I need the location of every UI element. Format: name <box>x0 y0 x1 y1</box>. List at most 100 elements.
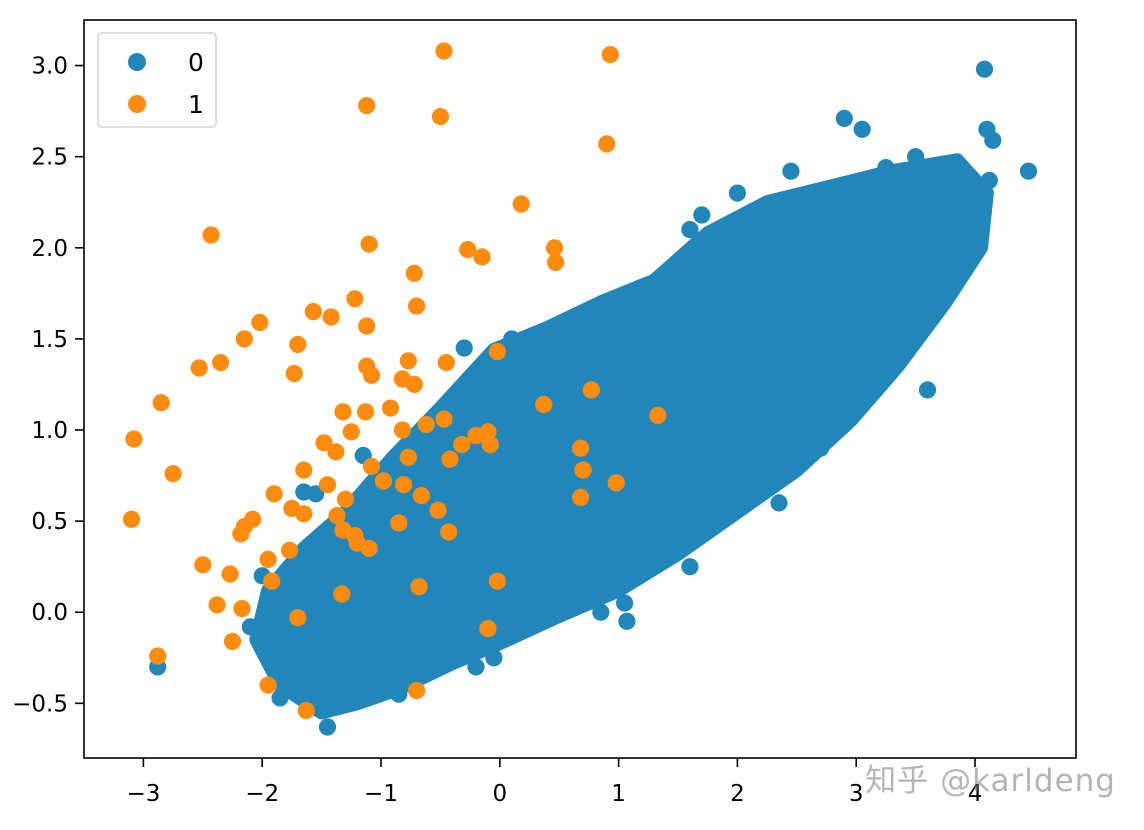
series-1-point <box>327 443 345 461</box>
series-1-point <box>223 632 242 651</box>
series-1-point <box>251 313 269 332</box>
series-1-point <box>346 290 364 308</box>
y-tick-label: −0.5 <box>12 691 68 717</box>
series-1-point <box>336 490 354 508</box>
series-0-dense-cloud <box>249 153 994 720</box>
plot-frame <box>83 19 1077 759</box>
series-0-point <box>592 603 610 621</box>
series-1-point <box>431 108 449 126</box>
series-0-point <box>918 381 937 399</box>
legend-label-0: 0 <box>188 48 204 77</box>
series-1-point <box>572 488 590 506</box>
series-0-point <box>978 120 996 138</box>
series-1-point <box>435 42 453 60</box>
series-0-density-region <box>249 153 994 720</box>
series-0-point <box>693 206 711 224</box>
series-0-point <box>419 658 438 676</box>
series-1-point <box>459 241 477 259</box>
series-1-point <box>547 253 565 271</box>
series-1-point <box>333 585 351 603</box>
legend-marker-0 <box>128 53 146 71</box>
series-0-point <box>610 303 628 321</box>
series-1-point <box>429 501 447 519</box>
series-1-point <box>607 474 625 492</box>
series-1-point <box>405 264 423 282</box>
x-tick-label: 0 <box>492 781 507 807</box>
series-0-point <box>550 315 568 333</box>
series-0-point <box>871 321 889 339</box>
series-1-point <box>395 476 413 494</box>
series-0-point <box>823 394 842 412</box>
series-1-point <box>259 676 277 694</box>
series-0-point <box>479 357 497 375</box>
series-0-point <box>289 685 307 703</box>
x-tick-label: 2 <box>730 781 745 807</box>
series-1-point <box>328 506 346 525</box>
series-0-point <box>455 339 473 357</box>
series-1-point <box>289 609 307 627</box>
series-0-point <box>681 558 699 576</box>
series-1-point <box>202 226 220 244</box>
series-1-point <box>315 434 333 452</box>
series-1-point <box>435 410 453 428</box>
series-1-point <box>437 354 455 372</box>
series-0-point <box>618 612 636 630</box>
series-1-point <box>374 472 392 490</box>
series-0-point <box>960 221 978 239</box>
y-tick-label: 1.5 <box>31 327 68 353</box>
watermark: 知乎 @karldeng <box>865 763 1116 799</box>
series-1-point <box>190 359 208 377</box>
series-1-point <box>412 487 430 505</box>
series-1-point <box>358 317 376 335</box>
x-tick-label: 1 <box>611 781 626 807</box>
series-1-point <box>149 647 167 665</box>
series-1-point <box>488 572 506 590</box>
y-tick-label: 1.0 <box>31 418 68 444</box>
series-1-point <box>232 525 250 543</box>
series-1-point <box>582 381 600 399</box>
series-1-point <box>357 403 375 421</box>
series-0-point <box>853 120 871 138</box>
series-1-point <box>479 423 497 441</box>
series-1-point <box>453 436 471 454</box>
series-0-point <box>295 483 313 501</box>
series-1-point <box>235 330 253 348</box>
series-1-point <box>512 195 530 213</box>
series-1-point <box>334 403 352 421</box>
series-0-point <box>980 171 998 189</box>
series-1-point <box>473 248 491 266</box>
y-tick-label: 3.0 <box>31 54 68 80</box>
series-1-point <box>304 303 322 321</box>
series-1-point <box>194 556 212 574</box>
legend-label-1: 1 <box>188 90 204 119</box>
series-0-point <box>1019 162 1038 180</box>
series-1-point <box>152 394 170 412</box>
series-0-point <box>782 162 800 180</box>
series-1-point <box>322 308 340 326</box>
series-0-point <box>746 467 764 485</box>
series-0-point <box>318 718 337 736</box>
series-0-point <box>895 339 913 357</box>
series-1-point <box>358 97 376 115</box>
series-1-point <box>479 620 497 638</box>
series-0-point <box>354 682 372 700</box>
series-0-point <box>390 685 408 703</box>
x-tick-label: 4 <box>968 781 983 807</box>
y-tick-label: 2.5 <box>31 145 68 171</box>
series-1-point <box>263 572 281 590</box>
points-layer <box>122 42 1038 736</box>
x-tick-label: −1 <box>364 781 398 807</box>
series-1-point <box>212 354 230 372</box>
y-tick-label: 2.0 <box>31 236 68 262</box>
series-1-point <box>441 450 459 468</box>
series-1-point <box>488 343 506 361</box>
series-1-point <box>362 366 381 384</box>
series-0-point <box>948 248 966 266</box>
series-1-point <box>399 448 417 466</box>
series-1-point <box>408 682 426 700</box>
series-1-point <box>122 510 141 528</box>
series-1-point <box>360 235 378 253</box>
series-1-point <box>125 430 143 448</box>
series-1-point <box>295 461 313 479</box>
series-1-point <box>393 421 411 439</box>
